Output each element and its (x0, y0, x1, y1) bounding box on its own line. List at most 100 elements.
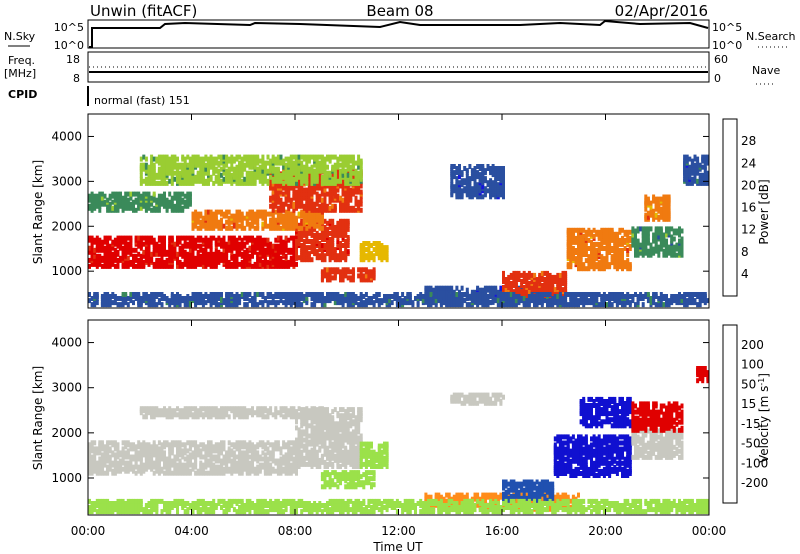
scatter-cell (305, 245, 309, 251)
scatter-cell (641, 250, 645, 256)
scatter-cell (489, 184, 493, 190)
scatter-cell (533, 283, 537, 288)
scatter-cell (672, 236, 676, 242)
scatter-cell (678, 248, 681, 254)
scatter-cell (157, 298, 161, 304)
scatter-cell (434, 302, 438, 308)
scatter-cell (282, 205, 286, 211)
scatter-cell (266, 259, 270, 265)
scatter-cell (181, 247, 185, 253)
scatter-cell (458, 186, 461, 192)
scatter-cell (364, 277, 368, 283)
scatter-cell (152, 261, 156, 267)
scatter-cell (225, 168, 229, 174)
scatter-cell (465, 292, 469, 297)
scatter-cell (132, 199, 135, 205)
scatter-cell (201, 251, 205, 257)
scatter-cell (302, 232, 306, 238)
scatter-cell (320, 180, 324, 186)
freq-label-2: [MHz] (4, 67, 36, 80)
scatter-cell (468, 188, 472, 194)
scatter-cell (139, 300, 143, 306)
scatter-cell (201, 247, 205, 253)
scatter-cell (473, 292, 477, 297)
scatter-cell (191, 180, 195, 186)
scatter-cell (217, 160, 221, 166)
scatter-cell (339, 162, 342, 168)
scatter-cell (232, 223, 236, 229)
scatter-cell (238, 241, 242, 247)
scatter-cell (372, 253, 376, 259)
scatter-cell (706, 170, 710, 176)
scatter-cell (665, 246, 668, 252)
scatter-cell (584, 292, 588, 297)
scatter-cell (282, 263, 286, 269)
scatter-cell (289, 162, 293, 168)
scatter-cell (163, 235, 166, 241)
scatter-cell (634, 252, 637, 258)
scatter-cell (243, 154, 247, 160)
scatter-cell (577, 298, 580, 304)
scatter-cell (217, 209, 221, 215)
scatter-cell (103, 235, 107, 241)
scatter-cell (367, 269, 371, 275)
scatter-cell (176, 191, 179, 197)
scatter-cell (566, 235, 570, 241)
scatter-cell (595, 292, 599, 297)
scatter-cell (300, 164, 304, 170)
scatter-cell (527, 302, 531, 308)
nave-label: Nave (752, 64, 780, 77)
scatter-cell (313, 154, 317, 160)
scatter-cell (478, 172, 482, 178)
scatter-cell (157, 235, 161, 241)
scatter-cell (90, 249, 94, 255)
scatter-cell (341, 183, 345, 189)
scatter-cell (701, 164, 705, 170)
scatter-cell (339, 203, 342, 209)
scatter-cell (621, 248, 624, 253)
scatter-cell (199, 178, 203, 184)
scatter-cell (349, 292, 353, 297)
scatter-cell (300, 154, 304, 160)
scatter-cell (344, 154, 348, 160)
scatter-cell (602, 227, 606, 233)
scatter-cell (600, 302, 604, 308)
scatter-cell (116, 249, 120, 255)
scatter-cell (336, 267, 340, 273)
scatter-cell (390, 300, 394, 306)
scatter-cell (282, 249, 286, 255)
scatter-cell (432, 287, 436, 293)
scatter-cell (225, 259, 229, 265)
scatter-cell (194, 255, 198, 261)
scatter-cell (569, 235, 573, 241)
scatter-cell (372, 257, 376, 263)
scatter-cell (434, 294, 438, 299)
scatter-cell (181, 162, 185, 168)
scatter-cell (220, 154, 223, 160)
scatter-cell (310, 154, 314, 160)
scatter-cell (344, 195, 348, 201)
scatter-cell (652, 232, 656, 238)
scatter-cell (160, 154, 164, 160)
scatter-cell (535, 281, 539, 286)
scatter-cell (675, 242, 679, 248)
scatter-cell (95, 243, 99, 249)
scatter-cell (344, 292, 348, 297)
scatter-cell (178, 259, 182, 265)
scatter-cell (349, 269, 353, 275)
scatter-cell (450, 182, 454, 188)
scatter-cell (240, 292, 244, 297)
scatter-cell (452, 300, 456, 306)
scatter-cell (621, 292, 624, 297)
scatter-cell (571, 239, 575, 245)
scatter-cell (230, 172, 234, 178)
scatter-cell (204, 253, 208, 259)
scatter-cell (502, 274, 505, 280)
scatter-cell (220, 158, 223, 164)
scatter-cell (512, 289, 516, 295)
scatter-cell (328, 237, 332, 242)
scatter-cell (359, 207, 363, 213)
scatter-cell (274, 156, 278, 162)
scatter-cell (232, 156, 236, 162)
scatter-cell (119, 199, 122, 205)
